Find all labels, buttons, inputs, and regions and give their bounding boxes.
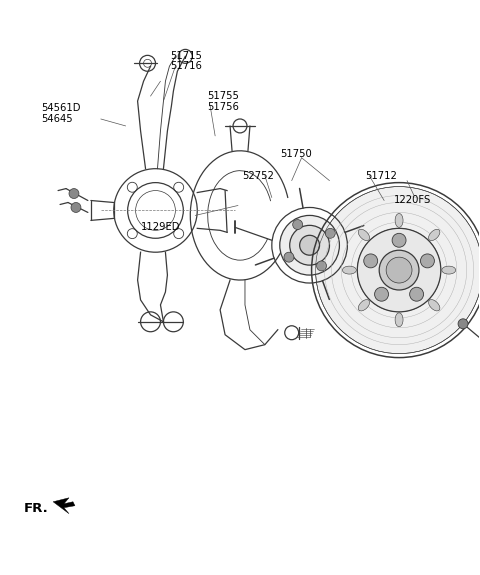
Ellipse shape [342, 266, 356, 274]
Text: 51755: 51755 [207, 91, 239, 101]
Text: 51715: 51715 [170, 51, 202, 62]
Circle shape [300, 235, 320, 255]
Circle shape [458, 319, 468, 329]
Ellipse shape [429, 300, 440, 311]
Circle shape [71, 202, 81, 212]
Circle shape [392, 233, 406, 247]
Text: 51716: 51716 [170, 62, 202, 71]
Circle shape [374, 288, 388, 301]
Wedge shape [315, 186, 480, 354]
Circle shape [386, 257, 412, 283]
Ellipse shape [358, 229, 370, 240]
Circle shape [69, 189, 79, 198]
Text: 54561D: 54561D [41, 103, 81, 113]
Circle shape [325, 228, 335, 238]
Ellipse shape [358, 300, 370, 311]
Circle shape [420, 254, 434, 268]
Circle shape [290, 225, 329, 265]
Circle shape [379, 250, 419, 290]
Text: 51756: 51756 [207, 102, 239, 112]
Ellipse shape [395, 313, 403, 327]
Ellipse shape [442, 266, 456, 274]
Text: 52752: 52752 [242, 171, 274, 181]
Circle shape [284, 252, 294, 262]
Text: 1129ED: 1129ED [141, 223, 180, 232]
Text: 51750: 51750 [280, 149, 312, 159]
Ellipse shape [395, 213, 403, 227]
Circle shape [357, 228, 441, 312]
Text: 54645: 54645 [41, 114, 73, 124]
Text: FR.: FR. [23, 502, 48, 515]
Circle shape [409, 288, 423, 301]
Circle shape [293, 220, 302, 229]
Polygon shape [53, 498, 75, 513]
Circle shape [280, 216, 339, 275]
Text: 51712: 51712 [365, 171, 397, 181]
Circle shape [364, 254, 378, 268]
Circle shape [316, 261, 326, 271]
Ellipse shape [429, 229, 440, 240]
Text: 1220FS: 1220FS [394, 194, 432, 205]
